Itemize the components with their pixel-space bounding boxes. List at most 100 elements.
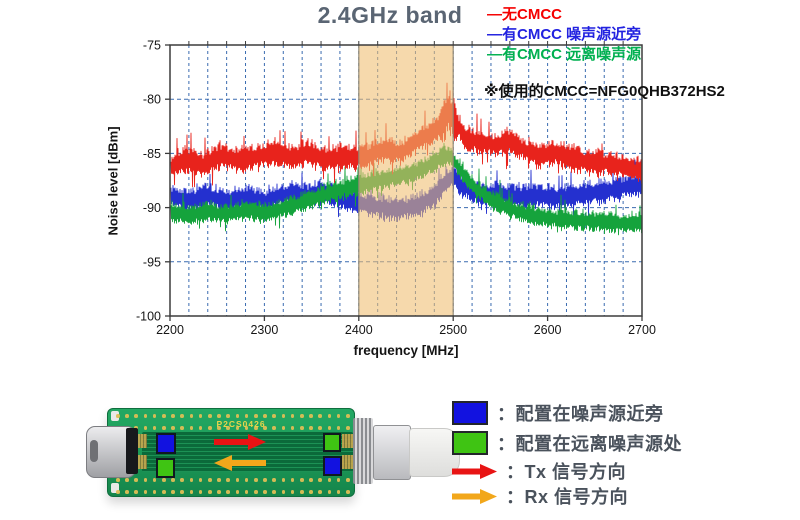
pcb-pad-dot — [208, 478, 212, 482]
pcb-pad-dot — [162, 490, 166, 494]
usb-c-receptacle-slot — [90, 440, 98, 462]
pcb-pad-dot — [226, 426, 230, 430]
legend-label: ：Tx 信号方向 — [506, 462, 627, 482]
pcb-pad-dot — [171, 426, 175, 430]
pcb-legend: ：配置在噪声源近旁 ：配置在远离噪声源处 ：Tx 信号方向 ：Rx 信号方向 — [452, 399, 682, 509]
y-axis-label: Noise level [dBm] — [105, 126, 121, 236]
pcb-pad-dot — [116, 414, 120, 418]
svg-text:2200: 2200 — [156, 323, 184, 337]
pcb-pad-dot — [300, 478, 304, 482]
gold-fingers — [135, 434, 147, 448]
pcb-pad-dot — [263, 490, 267, 494]
pcb-pad-dot — [254, 414, 258, 418]
pcb-pad-dot — [208, 414, 212, 418]
blue-square-icon — [452, 400, 488, 425]
pcb-pad-dot — [263, 414, 267, 418]
usb-c-plug-body — [409, 428, 460, 477]
pcb-pad-dot — [281, 426, 286, 430]
pcb-pad-dot — [290, 414, 295, 418]
pcb-pad-dot — [189, 478, 194, 482]
pcb-pad-dot — [327, 490, 332, 494]
usb-c-plug-shell — [373, 425, 411, 480]
pcb-pad-dot — [125, 414, 129, 418]
pcb-pad-dot — [226, 478, 230, 482]
near-noise-marker-left — [156, 433, 176, 454]
pcb-pad-dot — [235, 414, 240, 418]
chart-legend: —无CMCC —有CMCC 噪声源近旁 —有CMCC 远离噪声源 — [487, 5, 641, 65]
pcb-pad-dot — [134, 478, 138, 482]
pcb-pad-dot — [171, 478, 175, 482]
pcb-pad-dot — [198, 490, 203, 494]
usb-c-plug-fingers — [353, 418, 373, 484]
pcb-pad-dot — [143, 426, 148, 430]
pcb-pad-dot — [198, 414, 203, 418]
legend-label: ：配置在噪声源近旁 — [497, 403, 664, 424]
pcb-pad-dot — [134, 414, 138, 418]
pcb-pad-dot — [336, 426, 341, 430]
pcb-pad-dot — [290, 490, 295, 494]
gold-fingers — [342, 455, 354, 469]
legend-item-cmcc-far: —有CMCC 远离噪声源 — [487, 46, 642, 63]
pcb-pad-dot — [235, 426, 240, 430]
rx-direction-arrow-icon — [214, 455, 266, 471]
svg-text:-85: -85 — [143, 147, 161, 161]
pcb-pad-dot — [180, 490, 184, 494]
pcb-pad-dot — [125, 478, 129, 482]
chart-title: 2.4GHz band — [317, 2, 463, 28]
pcb-pad-dot — [336, 414, 341, 418]
pcb-pad-dot — [290, 426, 295, 430]
pcb-pad-dot — [300, 426, 304, 430]
pcb-pad-dot — [152, 414, 157, 418]
legend-row-rx: ：Rx 信号方向 — [452, 484, 682, 508]
pcb-pad-dot — [309, 478, 313, 482]
pcb-pad-dot — [318, 490, 322, 494]
noise-spectrum-chart: 2200 2300 2400 2500 2600 2700 -75 -80 -85 -90 -95 -… — [136, 39, 656, 338]
pcb-pad-dot — [272, 490, 276, 494]
pcb-pad-dot — [198, 478, 203, 482]
pcb-pad-dot — [226, 490, 230, 494]
x-axis-label: frequency [MHz] — [353, 343, 459, 358]
pcb-pad-dot — [244, 414, 249, 418]
pcb-pad-dot — [143, 478, 148, 482]
pcb-pad-dot — [180, 414, 184, 418]
pcb-pad-dot — [235, 478, 240, 482]
pcb-pad-dot — [327, 478, 332, 482]
pcb-pad-dot — [125, 490, 129, 494]
pcb-pad-dot — [336, 478, 341, 482]
pcb-pad-dot — [235, 490, 240, 494]
pcb-pad-dot — [309, 426, 313, 430]
gold-fingers — [135, 455, 147, 469]
pcb-pad-dot — [162, 426, 166, 430]
pcb-pad-dot — [143, 414, 148, 418]
svg-text:-90: -90 — [143, 201, 161, 215]
pcb-pad-dot — [152, 478, 157, 482]
pcb-pad-dot — [327, 414, 332, 418]
far-noise-marker-left — [156, 458, 175, 478]
pcb-pad-dot — [346, 426, 350, 430]
pcb-pad-dot — [309, 490, 313, 494]
pcb-pad-dot — [263, 426, 267, 430]
pcb-pad-dot — [217, 426, 221, 430]
pcb-photo: P2CS0426 — [86, 400, 466, 516]
pcb-pad-dot — [180, 426, 184, 430]
pcb-pad-dot — [300, 490, 304, 494]
gold-fingers — [342, 434, 354, 448]
red-arrow-icon — [452, 463, 497, 479]
pcb-pad-dot — [318, 414, 322, 418]
pcb-pad-dot — [152, 490, 157, 494]
pcb-pad-dot — [327, 426, 332, 430]
pcb-pad-dot — [116, 478, 120, 482]
pcb-pad-dot — [134, 426, 138, 430]
cmcc-part-note: ※使用的CMCC=NFG0QHB372HS2 — [484, 83, 725, 100]
tx-direction-arrow-icon — [214, 434, 266, 450]
legend-label: ：Rx 信号方向 — [506, 487, 629, 507]
svg-text:2600: 2600 — [534, 323, 562, 337]
pcb-pad-dot — [208, 426, 212, 430]
green-square-icon — [452, 430, 488, 455]
pcb-pad-dot — [162, 414, 166, 418]
legend-label: ：配置在远离噪声源处 — [497, 433, 682, 454]
legend-item-no-cmcc: —无CMCC — [487, 6, 562, 23]
svg-text:-100: -100 — [136, 310, 161, 324]
legend-row-tx: ：Tx 信号方向 — [452, 459, 682, 483]
pcb-pad-dot — [134, 490, 138, 494]
